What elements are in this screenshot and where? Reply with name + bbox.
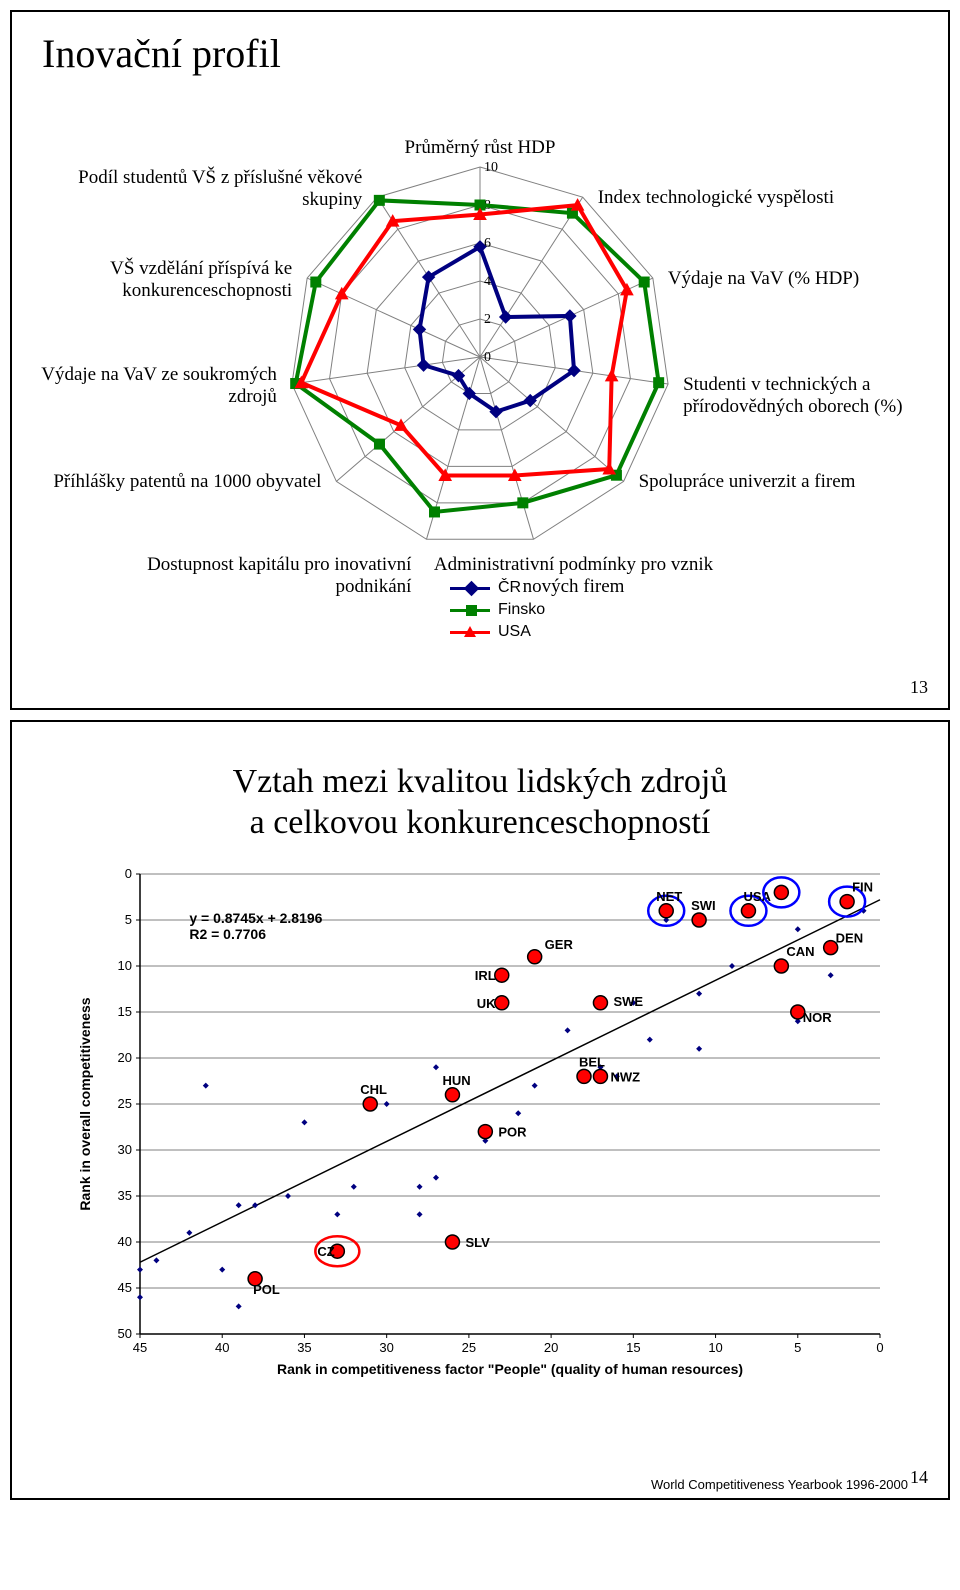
radar-axis-label: Příhlášky patentů na 1000 obyvatel [31,471,321,493]
svg-text:SWI: SWI [691,898,716,913]
svg-text:5: 5 [125,912,132,927]
radar-axis-label: Studenti v technických a přírodovědných … [683,374,943,418]
svg-text:50: 50 [118,1326,132,1341]
svg-text:10: 10 [484,160,498,175]
radar-axis-label: Spolupráce univerzit a firem [639,471,889,493]
radar-axis-label: Průměrný růst HDP [380,137,580,159]
svg-text:POR: POR [498,1124,527,1139]
slide-scatter: Vztah mezi kvalitou lidských zdrojů a ce… [10,720,950,1500]
svg-text:Rank in competitiveness factor: Rank in competitiveness factor "People" … [277,1361,743,1377]
slide2-title: Vztah mezi kvalitou lidských zdrojů a ce… [80,762,880,844]
page-number: 13 [910,677,928,698]
radar-chart: 1086420 [40,77,920,637]
radar-axis-label: Výdaje na VaV (% HDP) [668,268,918,290]
svg-text:5: 5 [794,1340,801,1355]
legend-item: ČR [450,577,545,599]
svg-text:DEN: DEN [836,930,863,945]
svg-text:15: 15 [626,1340,640,1355]
scatter-chart: 05101520253035404550051015202530354045PO… [50,854,910,1414]
legend-label: Finsko [498,601,545,619]
svg-text:10: 10 [708,1340,722,1355]
svg-text:2: 2 [484,312,491,327]
svg-text:0: 0 [876,1340,883,1355]
svg-text:CZ: CZ [317,1244,334,1259]
radar-chart-container: 1086420 Průměrný růst HDPIndex technolog… [40,77,920,637]
svg-text:25: 25 [118,1096,132,1111]
svg-text:0: 0 [484,350,491,365]
svg-text:45: 45 [118,1280,132,1295]
svg-text:UK: UK [477,995,496,1010]
svg-text:CAN: CAN [786,944,814,959]
legend-label: ČR [498,579,521,597]
source-text: World Competitiveness Yearbook 1996-2000 [651,1477,908,1492]
svg-text:GER: GER [545,936,574,951]
svg-text:SWE: SWE [613,993,643,1008]
svg-text:SLV: SLV [465,1235,490,1250]
radar-legend: ČR Finsko USA [450,577,545,643]
svg-text:35: 35 [118,1188,132,1203]
svg-text:25: 25 [462,1340,476,1355]
radar-axis-label: Podíl studentů VŠ z příslušné věkové sku… [52,167,362,211]
svg-text:HUN: HUN [442,1072,470,1087]
svg-text:FIN: FIN [852,879,873,894]
svg-text:30: 30 [118,1142,132,1157]
equation-box: y = 0.8745x + 2.8196 R2 = 0.7706 [189,910,322,942]
svg-text:Rank in overall competitivenes: Rank in overall competitiveness [77,997,93,1210]
svg-text:40: 40 [118,1234,132,1249]
scatter-container: 05101520253035404550051015202530354045PO… [50,854,910,1454]
svg-text:CHL: CHL [360,1082,387,1097]
svg-text:20: 20 [118,1050,132,1065]
svg-text:10: 10 [118,958,132,973]
svg-text:POL: POL [253,1281,280,1296]
svg-text:30: 30 [379,1340,393,1355]
r2-line: R2 = 0.7706 [189,926,322,942]
slide-radar: Inovační profil 1086420 Průměrný růst HD… [10,10,950,710]
legend-item: USA [450,621,545,643]
svg-text:15: 15 [118,1004,132,1019]
svg-text:NWZ: NWZ [610,1069,640,1084]
svg-text:IRL: IRL [475,968,496,983]
svg-text:6: 6 [484,236,491,251]
legend-item: Finsko [450,599,545,621]
slide1-title: Inovační profil [42,30,948,77]
page-number: 14 [910,1467,928,1488]
radar-axis-label: Index technologické vyspělosti [598,187,848,209]
svg-text:NET: NET [656,888,682,903]
legend-label: USA [498,623,531,641]
svg-text:40: 40 [215,1340,229,1355]
svg-text:45: 45 [133,1340,147,1355]
radar-axis-label: Výdaje na VaV ze soukromých zdrojů [0,364,277,408]
svg-text:0: 0 [125,866,132,881]
svg-text:35: 35 [297,1340,311,1355]
radar-axis-label: VŠ vzdělání příspívá ke konkurenceschopn… [32,258,292,302]
radar-axis-label: Dostupnost kapitálu pro inovativní podni… [101,554,411,598]
svg-text:BEL: BEL [579,1054,605,1069]
svg-text:20: 20 [544,1340,558,1355]
equation-line: y = 0.8745x + 2.8196 [189,910,322,926]
svg-text:NOR: NOR [803,1010,833,1025]
